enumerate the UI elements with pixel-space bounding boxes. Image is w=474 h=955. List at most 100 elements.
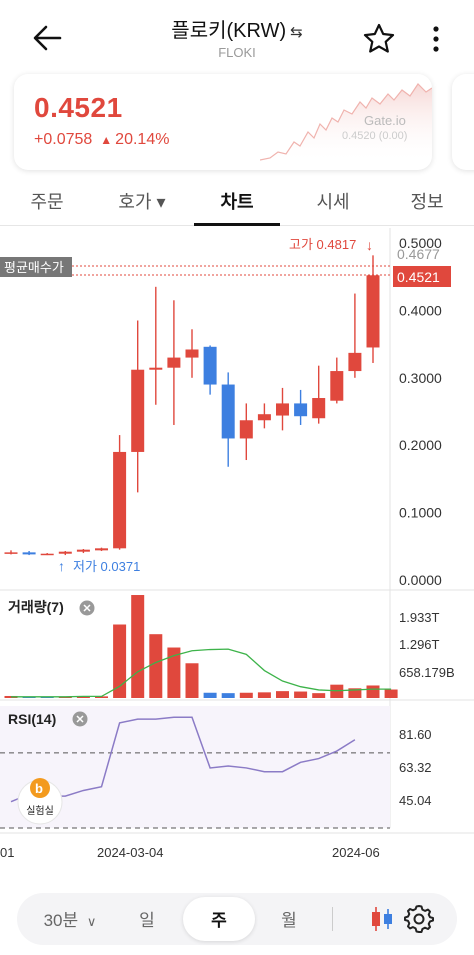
more-vertical-icon[interactable] [424,22,448,56]
candle-body [221,384,235,439]
date-tick-1: 2024-03-04 [97,845,164,860]
volume-bar [149,634,163,698]
change-percent: 20.14% [115,131,170,148]
tab-chart[interactable]: 차트 [220,192,254,212]
volume-tick-0: 1.933T [399,610,440,625]
high-arrow-icon: ↓ [366,237,373,253]
active-tab-indicator [194,223,280,226]
chevron-down-icon: ∨ [86,914,97,929]
price-chart[interactable]: 0.5000 0.4000 0.3000 0.2000 0.1000 0.0000 평균매… [0,228,474,868]
low-label: 저가 0.0371 [73,559,140,574]
coin-name: 플로키(KRW) [171,20,287,42]
volume-bar [257,692,271,698]
reference-value: 0.4520 (0.00) [342,130,408,142]
candle-body [276,403,289,416]
candle-body [312,398,326,419]
volume-bar [294,691,308,698]
low-arrow-icon: ↑ [58,558,65,574]
candle-body [76,549,90,552]
volume-bar [312,693,326,698]
volume-bar [221,693,235,698]
price-tick-4: 0.1000 [399,505,442,521]
page-title: 플로키(KRW) ⇆ [0,14,474,43]
date-tick-0: 01 [0,845,14,860]
interval-bar: 30분 ∨ 일 주 월 [17,893,457,945]
price-tick-1: 0.4000 [399,302,442,318]
candle-body [40,553,54,556]
price-tick-3: 0.2000 [399,437,442,453]
interval-week[interactable]: 주 [211,911,227,930]
candle-body [203,346,217,385]
rsi-label: RSI(14) [8,711,56,727]
rsi-tick-0: 81.60 [399,727,432,742]
interval-day[interactable]: 일 [139,911,155,930]
main-tabs: 주문 호가 ▾ 차트 시세 정보 [0,178,474,226]
date-tick-2: 2024-06 [332,845,380,860]
rsi-line [10,716,356,803]
candle-body [131,369,145,452]
price-tick-2: 0.3000 [399,370,442,386]
reference-exchange: Gate.io [364,113,406,128]
price-card[interactable]: 0.4521 +0.0758 ▲ 20.14% Gate.io 0.4520 (0.… [14,74,432,170]
volume-bar [384,689,398,698]
volume-bar [276,691,289,698]
candle-body [330,371,344,401]
candle-body [95,548,108,551]
bar-divider [332,907,333,931]
candle-body [257,414,271,421]
reference-sparkline [260,83,432,164]
candle-body [294,403,308,417]
volume-bars [4,595,398,698]
tab-order[interactable]: 주문 [30,192,64,212]
current-price-tag-bg [393,266,451,287]
high-label: 고가 0.4817 [289,237,356,252]
back-arrow-icon[interactable] [28,22,68,54]
candle-body [58,551,72,554]
rsi-tick-2: 45.04 [399,793,432,808]
favorite-star-icon[interactable] [362,22,396,56]
candle-body [149,367,163,370]
candle-body [185,349,199,358]
change-absolute: +0.0758 [34,131,93,148]
tab-info[interactable]: 정보 [410,192,444,212]
candle-body [348,352,362,372]
interval-value: 30분 [43,911,79,930]
avg-buy-label: 평균매수가 [4,260,64,275]
volume-bar [95,696,108,698]
rsi-tick-1: 63.32 [399,760,432,775]
lab-badge-label: 실험실 [26,805,54,817]
candle-body [239,420,253,439]
avg-buy-tag [0,257,72,277]
swap-icon[interactable]: ⇆ [290,24,303,41]
interval-dropdown[interactable]: 30분 ∨ [35,906,105,931]
volume-bar [113,624,127,698]
volume-tick-1: 1.296T [399,637,440,652]
gear-icon[interactable] [403,903,435,935]
volume-label: 거래량(7) [8,599,64,615]
volume-bar [203,692,217,698]
candlestick-icon[interactable] [369,905,395,933]
next-card-peek[interactable] [452,74,474,170]
volume-bar [239,692,253,698]
lab-logo-icon [30,778,50,798]
price-change: +0.0758 ▲ 20.14% [34,131,169,149]
volume-bar [185,663,199,698]
current-price-tag: 0.4521 [397,269,440,285]
interval-month[interactable]: 월 [281,911,297,930]
price-tick-0: 0.5000 [399,235,442,251]
current-price: 0.4521 [34,92,123,123]
candle-body [113,451,127,549]
volume-ma-line [11,648,392,698]
volume-bar [131,595,145,698]
svg-text:b: b [35,781,43,796]
price-axis: 0.5000 0.4000 0.3000 0.2000 0.1000 0.0000 [399,235,442,588]
prev-price-tag: 0.4677 [397,246,440,262]
volume-bar [167,647,181,698]
tab-orderbook[interactable]: 호가 ▾ [118,192,166,212]
candle-body [22,552,36,555]
active-interval-bg [183,897,255,941]
volume-tick-2: 658.179B [399,665,455,680]
candles [4,255,380,556]
candle-body [167,357,181,368]
tab-market[interactable]: 시세 [316,192,350,212]
